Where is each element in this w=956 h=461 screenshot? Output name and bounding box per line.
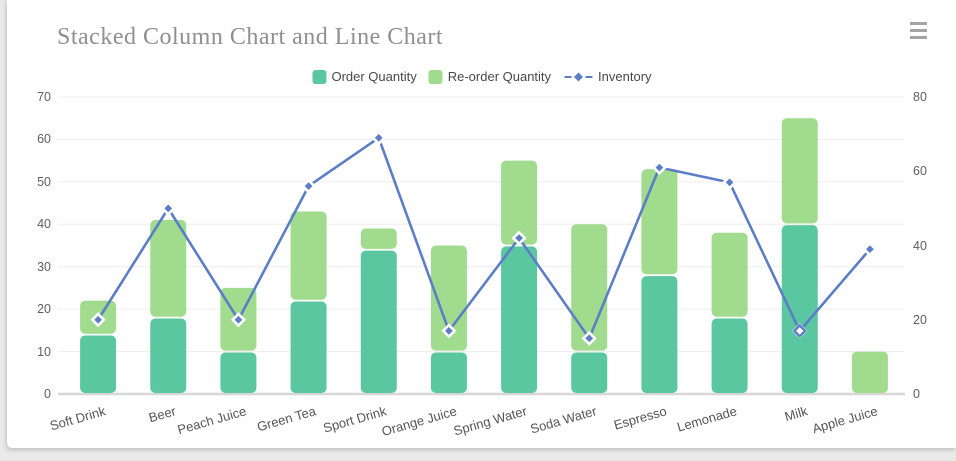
bar-segment-order[interactable] (150, 318, 187, 393)
bar-segment-reorder[interactable] (290, 211, 327, 300)
legend-label: Re-order Quantity (447, 69, 552, 84)
inventory-marker[interactable] (792, 323, 807, 338)
legend: Order Quantity Re-order Quantity Invento… (312, 69, 652, 84)
right-axis-tick-label: 20 (913, 312, 927, 327)
bar-segment-reorder[interactable] (711, 232, 748, 317)
left-axis-tick-label: 50 (37, 174, 51, 189)
chart-menu-button[interactable] (910, 22, 928, 39)
bar-segment-order[interactable] (781, 225, 818, 393)
bar-segment-reorder[interactable] (641, 169, 678, 275)
bar-segment-reorder[interactable] (150, 220, 187, 317)
reorder-quantity-swatch-icon (428, 69, 443, 84)
inventory-line (96, 136, 871, 340)
inventory-line-marker-icon (563, 71, 593, 83)
inventory-marker[interactable] (301, 179, 316, 193)
bar-segment-order[interactable] (290, 301, 327, 393)
inventory-marker[interactable] (512, 231, 526, 245)
bar-segment-reorder[interactable] (781, 118, 818, 224)
inventory-marker[interactable] (372, 131, 386, 145)
bar-segment-order[interactable] (571, 352, 608, 393)
right-axis-tick-label: 60 (913, 164, 927, 179)
inventory-marker[interactable] (442, 324, 456, 338)
bar-segment-order[interactable] (80, 335, 117, 394)
legend-item-reorder-quantity[interactable]: Re-order Quantity (428, 69, 552, 84)
inventory-marker[interactable] (91, 313, 105, 327)
bar-segment-order[interactable] (430, 352, 467, 393)
bar-segment-order[interactable] (711, 318, 748, 393)
bar-segment-reorder[interactable] (430, 245, 467, 351)
right-axis-tick-label: 80 (913, 90, 927, 104)
right-axis-tick-label: 0 (913, 387, 920, 401)
right-axis-tick-label: 40 (913, 238, 927, 253)
legend-label: Inventory (598, 69, 652, 84)
legend-label: Order Quantity (331, 69, 417, 84)
left-axis-tick-label: 70 (37, 90, 51, 104)
order-quantity-swatch-icon (312, 69, 327, 84)
inventory-marker[interactable] (863, 242, 877, 256)
bar-segment-reorder[interactable] (360, 228, 397, 249)
left-axis-tick-label: 30 (37, 259, 51, 274)
inventory-marker[interactable] (582, 331, 596, 346)
inventory-marker[interactable] (652, 160, 667, 175)
bar-segment-reorder[interactable] (851, 351, 888, 393)
bar-segment-order[interactable] (641, 276, 678, 393)
left-axis-tick-label: 20 (37, 302, 51, 317)
left-axis-tick-label: 60 (37, 132, 51, 147)
inventory-marker[interactable] (722, 175, 737, 190)
inventory-marker[interactable] (161, 201, 175, 216)
bar-segment-order[interactable] (360, 250, 397, 393)
bar-segment-order[interactable] (220, 352, 257, 393)
page-title: Stacked Column Chart and Line Chart (57, 24, 444, 50)
bar-segment-order[interactable] (501, 246, 538, 393)
hamburger-menu-icon (910, 22, 927, 25)
legend-item-order-quantity[interactable]: Order Quantity (312, 69, 417, 84)
left-axis-tick-label: 10 (37, 344, 51, 359)
bar-segment-reorder[interactable] (501, 160, 538, 245)
left-axis-tick-label: 40 (37, 217, 51, 232)
legend-item-inventory[interactable]: Inventory (563, 69, 652, 84)
left-axis-tick-label: 0 (44, 387, 51, 401)
inventory-marker[interactable] (231, 313, 246, 327)
